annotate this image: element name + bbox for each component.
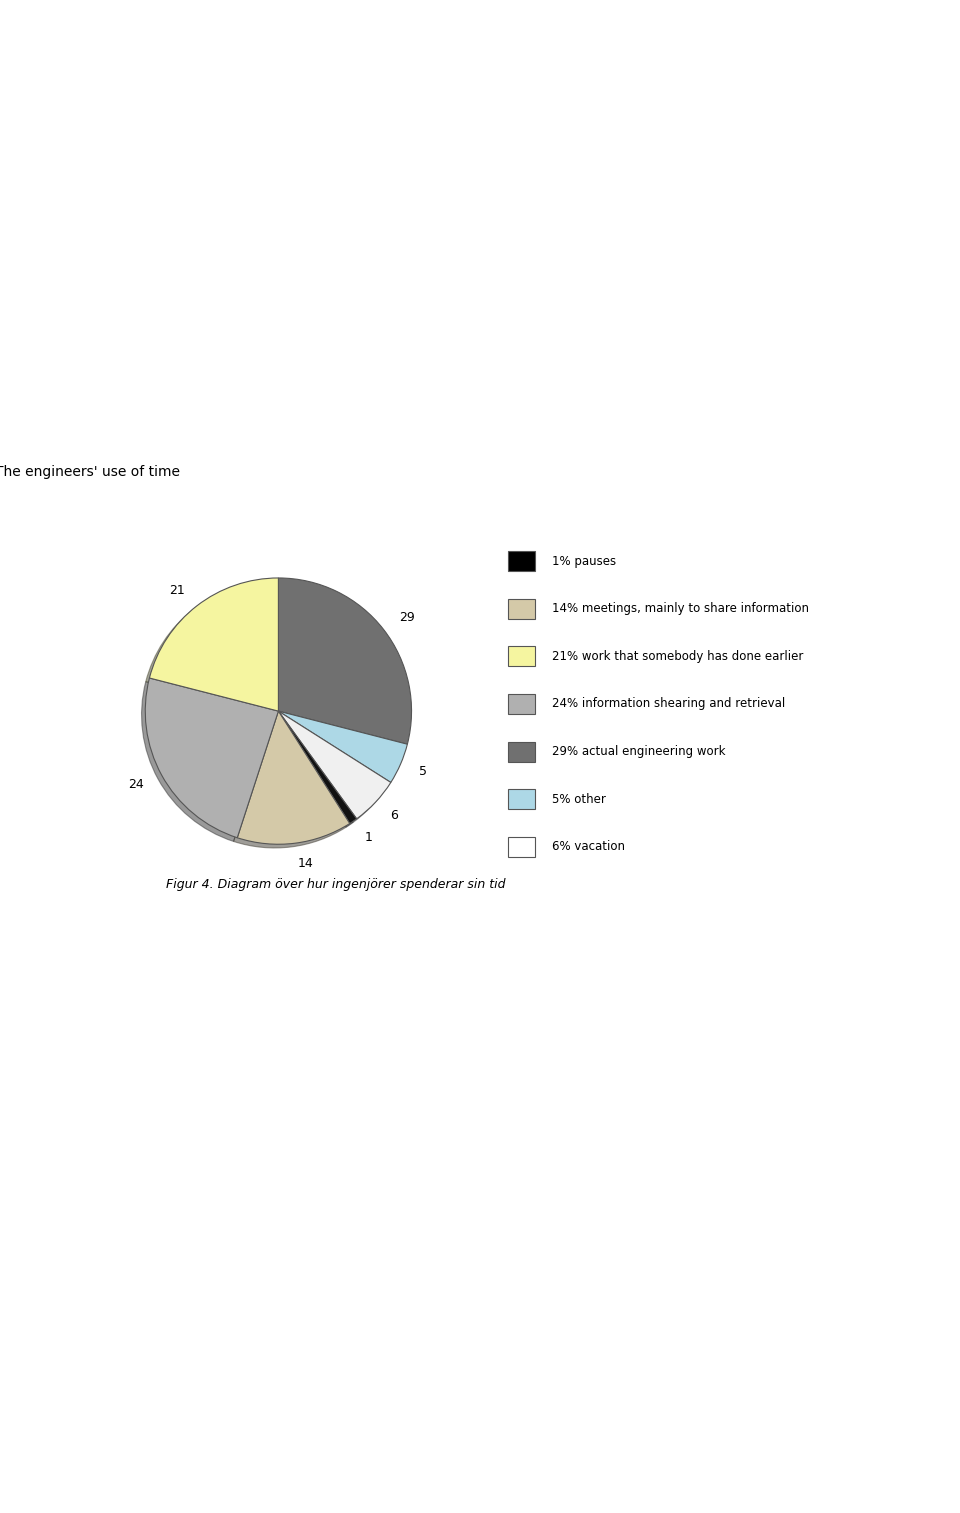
Wedge shape (278, 578, 412, 744)
Text: 21% work that somebody has done earlier: 21% work that somebody has done earlier (552, 651, 804, 663)
Text: 6% vacation: 6% vacation (552, 840, 625, 853)
FancyBboxPatch shape (508, 741, 535, 761)
FancyBboxPatch shape (508, 646, 535, 666)
Wedge shape (237, 711, 349, 844)
Text: 6: 6 (390, 809, 397, 823)
Text: 5: 5 (419, 766, 427, 778)
Text: 1: 1 (365, 831, 372, 844)
FancyBboxPatch shape (508, 599, 535, 619)
Wedge shape (278, 711, 407, 782)
Text: Figur 4. Diagram över hur ingenjörer spenderar sin tid: Figur 4. Diagram över hur ingenjörer spe… (166, 878, 506, 891)
Text: 1% pauses: 1% pauses (552, 555, 616, 567)
Text: 29% actual engineering work: 29% actual engineering work (552, 744, 726, 758)
Text: 24% information shearing and retrieval: 24% information shearing and retrieval (552, 697, 785, 711)
Text: 29: 29 (399, 611, 415, 623)
Wedge shape (278, 711, 357, 823)
Wedge shape (145, 678, 278, 838)
Wedge shape (278, 711, 391, 819)
Text: 14: 14 (298, 856, 313, 870)
Text: The engineers' use of time: The engineers' use of time (0, 466, 180, 480)
Text: 24: 24 (129, 778, 144, 791)
Text: 21: 21 (169, 584, 184, 596)
FancyBboxPatch shape (508, 694, 535, 714)
FancyBboxPatch shape (508, 837, 535, 856)
FancyBboxPatch shape (508, 790, 535, 809)
FancyBboxPatch shape (508, 551, 535, 572)
Wedge shape (150, 578, 278, 711)
Text: 5% other: 5% other (552, 793, 606, 805)
Text: 14% meetings, mainly to share information: 14% meetings, mainly to share informatio… (552, 602, 809, 616)
